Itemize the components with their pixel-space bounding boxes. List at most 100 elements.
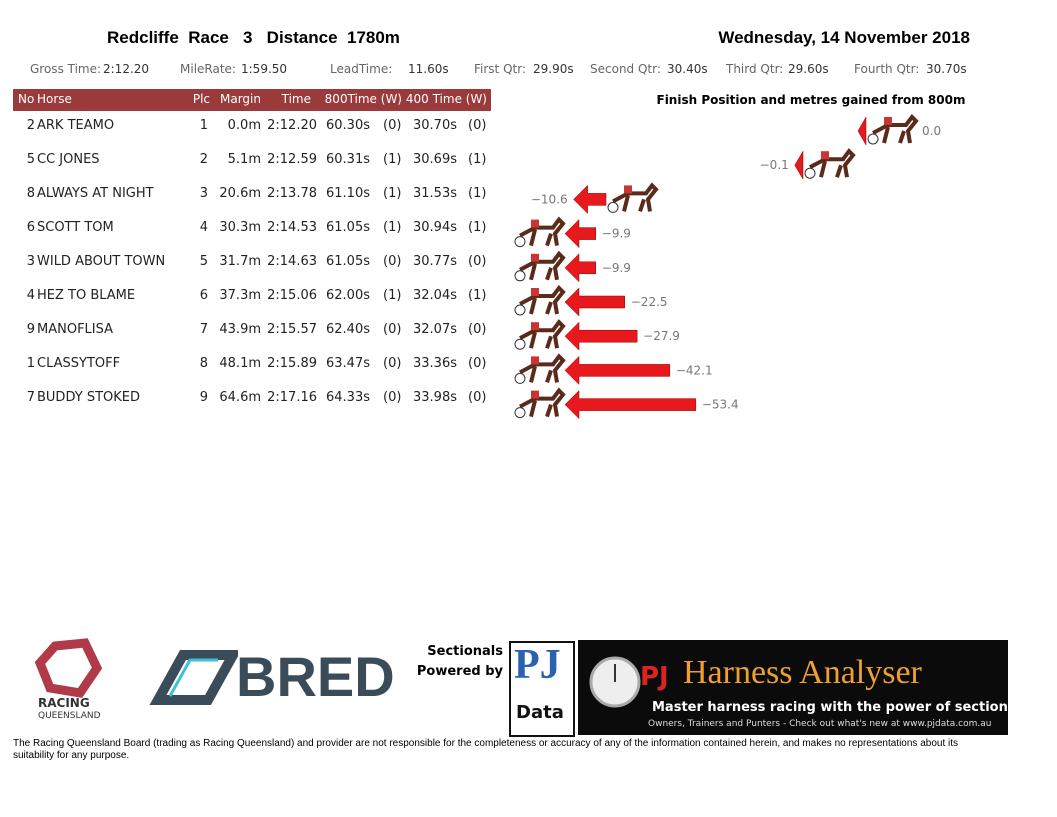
table-cell: (0) — [383, 322, 402, 337]
table-cell: 63.47s — [326, 356, 370, 371]
race-date: Wednesday, 14 November 2018 — [718, 28, 970, 47]
summary-value: 30.70s — [926, 62, 967, 76]
summary-value: 30.40s — [667, 62, 708, 76]
stopwatch — [589, 656, 641, 708]
table-cell: CLASSYTOFF — [37, 356, 121, 371]
horse-icon — [519, 250, 566, 281]
table-cell: 62.00s — [326, 288, 370, 303]
table-cell: (0) — [383, 356, 402, 371]
table-cell: 8 — [26, 186, 35, 201]
banner-title: Harness Analyser — [683, 654, 922, 691]
sulky-wheel — [514, 407, 526, 419]
horse-icon — [612, 182, 659, 213]
table-cell: 9 — [199, 390, 208, 405]
table-cell: 2 — [199, 152, 208, 167]
gain-label: −53.4 — [702, 398, 739, 412]
table-cell: 3 — [199, 186, 208, 201]
gain-arrow — [564, 253, 597, 283]
table-cell: MANOFLISA — [37, 322, 114, 337]
column-header: 800Time (W) — [324, 92, 402, 106]
gain-arrow — [564, 218, 597, 249]
table-cell: (1) — [383, 220, 402, 235]
table-cell: CC JONES — [37, 152, 100, 167]
gain-arrow — [794, 150, 804, 181]
gain-arrow — [573, 184, 607, 215]
banner-pj: PJ — [640, 662, 669, 692]
sulky-wheel — [607, 201, 619, 213]
table-cell: (1) — [468, 152, 487, 167]
table-cell: 8 — [199, 356, 208, 371]
banner — [578, 640, 1008, 735]
table-cell: (0) — [383, 390, 402, 405]
table-cell: BUDDY STOKED — [37, 390, 140, 405]
table-cell: (1) — [468, 186, 487, 201]
banner-sub: Owners, Trainers and Punters - Check out… — [648, 719, 992, 729]
table-cell: 61.05s — [326, 220, 370, 235]
summary-label: Second Qtr: — [590, 62, 661, 76]
table-cell: 48.1m — [219, 356, 261, 371]
table-cell: 32.07s — [413, 322, 457, 337]
table-cell: 32.04s — [413, 288, 457, 303]
table-cell: 43.9m — [219, 322, 261, 337]
gain-label: −9.9 — [602, 227, 631, 241]
horse-icon — [872, 113, 919, 144]
summary-value: 11.60s — [408, 62, 449, 76]
table-cell: 3 — [26, 254, 35, 269]
pj-logo: PJ — [514, 642, 561, 688]
table-cell: 61.05s — [326, 254, 370, 269]
table-cell: (0) — [468, 254, 487, 269]
table-cell: 1 — [199, 118, 208, 133]
column-header: Horse — [37, 92, 72, 106]
gain-arrow — [564, 355, 671, 386]
bred-text: BRED — [236, 645, 395, 708]
table-cell: 61.10s — [326, 186, 370, 201]
sulky-wheel — [514, 304, 526, 316]
rq-text: RACING — [38, 696, 90, 710]
table-cell: 7 — [199, 322, 208, 337]
summary-label: MileRate: — [180, 62, 236, 76]
driver — [531, 253, 539, 262]
table-cell: 31.7m — [219, 254, 261, 269]
table-cell: 60.30s — [326, 118, 370, 133]
table-cell: 37.3m — [219, 288, 261, 303]
disclaimer: The Racing Queensland Board (trading as … — [13, 738, 958, 761]
pj-box — [509, 641, 575, 737]
table-cell: (0) — [468, 322, 487, 337]
horse-icon — [809, 148, 856, 178]
data-logo: Data — [516, 702, 564, 723]
gain-arrow — [857, 116, 867, 146]
table-cell: 64.33s — [326, 390, 370, 405]
column-header: Time — [281, 92, 311, 106]
table-cell: 4 — [26, 288, 35, 303]
table-cell: HEZ TO BLAME — [37, 288, 136, 303]
table-cell: 9 — [26, 322, 35, 337]
gain-arrow — [564, 287, 625, 317]
column-header: No — [18, 92, 35, 106]
table-cell: ARK TEAMO — [37, 118, 115, 133]
table-cell: (0) — [468, 356, 487, 371]
table-cell: 20.6m — [219, 186, 261, 201]
gain-label: −27.9 — [643, 329, 680, 343]
banner-tagline: Master harness racing with the power of … — [652, 700, 1029, 715]
horse-icon — [519, 353, 566, 384]
table-cell: 60.31s — [326, 152, 370, 167]
table-cell: 0.0m — [227, 118, 261, 133]
horse-icon — [519, 284, 566, 315]
table-cell: (0) — [468, 118, 487, 133]
table-cell: 2:15.89 — [267, 356, 317, 371]
driver — [821, 151, 829, 160]
race-title: Redcliffe Race 3 Distance 1780m — [107, 28, 400, 47]
table-cell: 30.94s — [413, 220, 457, 235]
table-cell: 5 — [199, 254, 208, 269]
table-cell: (0) — [383, 254, 402, 269]
table-cell: 30.77s — [413, 254, 457, 269]
rq-logo — [35, 638, 103, 698]
summary-label: First Qtr: — [474, 62, 526, 76]
driver — [624, 185, 632, 194]
horse-icon — [519, 319, 566, 349]
table-cell: 30.69s — [413, 152, 457, 167]
table-cell: SCOTT TOM — [37, 220, 114, 235]
gain-label: −10.6 — [531, 192, 568, 206]
gain-label: 0.0 — [922, 124, 941, 138]
